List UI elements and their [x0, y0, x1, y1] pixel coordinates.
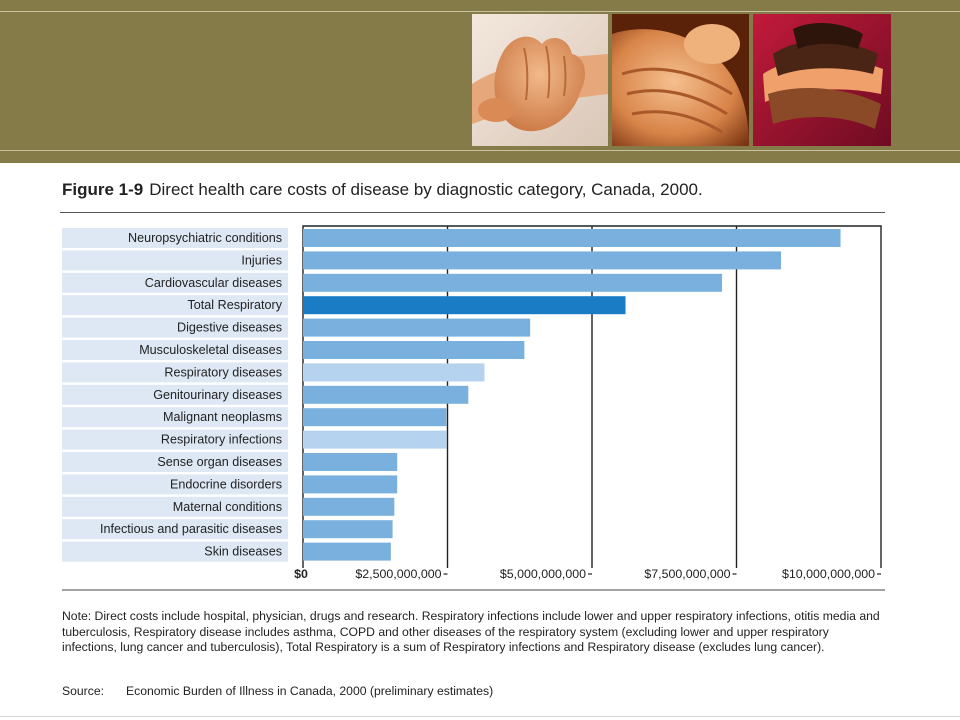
label-band-injuries [62, 250, 288, 271]
category-label-injuries: Injuries [241, 253, 282, 267]
category-label-bands [62, 228, 288, 562]
category-label-maternal-conditions: Maternal conditions [173, 500, 282, 514]
x-tick-label: $7,500,000,000 [644, 567, 730, 581]
bars [303, 229, 841, 561]
bar-respiratory-diseases [303, 363, 485, 382]
category-label-cardiovascular-diseases: Cardiovascular diseases [145, 276, 282, 290]
label-band-endocrine-disorders [62, 474, 288, 495]
label-band-skin-diseases [62, 541, 288, 562]
source-text: Economic Burden of Illness in Canada, 20… [126, 684, 494, 698]
bar-endocrine-disorders [303, 475, 398, 494]
bar-total-respiratory [303, 296, 626, 315]
label-band-maternal-conditions [62, 496, 288, 517]
bar-malignant-neoplasms [303, 408, 447, 427]
x-tick-label: $0 [294, 567, 308, 581]
category-label-malignant-neoplasms: Malignant neoplasms [163, 410, 282, 424]
label-band-sense-organ-diseases [62, 452, 288, 472]
label-band-genitourinary-diseases [62, 384, 288, 405]
label-band-infectious-and-parasitic-diseases [62, 519, 288, 540]
bar-chart: Neuropsychiatric conditions Injuries Cardi… [62, 225, 885, 591]
category-label-skin-diseases: Skin diseases [204, 545, 282, 559]
chart-source: Source: Economic Burden of Illness in Can… [62, 684, 493, 698]
bar-skin-diseases [303, 542, 391, 561]
x-tick-label: $5,000,000,000 [500, 567, 586, 581]
bar-injuries [303, 251, 782, 270]
x-tick-label: $10,000,000,000 [782, 567, 875, 581]
category-label-sense-organ-diseases: Sense organ diseases [157, 455, 282, 469]
infant-hand-holding-finger-photo [472, 14, 608, 146]
x-axis-ticks: $0 $2,500,000,000 $5,000,000,000 $7,500,000… [62, 567, 885, 591]
category-label-endocrine-disorders: Endocrine disorders [170, 477, 282, 491]
category-label-respiratory-infections: Respiratory infections [161, 433, 282, 447]
bar-maternal-conditions [303, 497, 395, 516]
label-band-total-respiratory [62, 295, 288, 316]
figure-number: Figure 1-9 [62, 180, 144, 199]
category-label-genitourinary-diseases: Genitourinary diseases [153, 388, 282, 402]
label-band-malignant-neoplasms [62, 407, 288, 428]
category-label-respiratory-diseases: Respiratory diseases [164, 365, 282, 379]
chart-note: Note: Direct costs include hospital, phy… [62, 609, 880, 655]
figure-title: Figure 1-9 Direct health care costs of di… [62, 180, 703, 200]
figure-caption: Direct health care costs of disease by d… [149, 180, 703, 199]
label-band-respiratory-infections [62, 429, 288, 450]
header-banner [0, 0, 960, 163]
label-band-musculoskeletal-diseases [62, 340, 288, 360]
hands-clasped-photo [612, 14, 749, 146]
bar-genitourinary-diseases [303, 385, 469, 404]
category-label-infectious-and-parasitic-diseases: Infectious and parasitic diseases [100, 522, 282, 536]
title-rule [60, 212, 885, 213]
category-label-digestive-diseases: Digestive diseases [177, 321, 282, 335]
label-band-cardiovascular-diseases [62, 272, 288, 293]
banner-top-rule [0, 11, 960, 12]
category-label-musculoskeletal-diseases: Musculoskeletal diseases [139, 343, 282, 357]
bar-infectious-and-parasitic-diseases [303, 520, 393, 539]
label-band-neuropsychiatric-conditions [62, 228, 288, 248]
banner-bottom-rule [0, 150, 960, 151]
stacked-hands-photo [753, 14, 891, 146]
x-tick-label: $2,500,000,000 [355, 567, 441, 581]
label-band-respiratory-diseases [62, 362, 288, 383]
bar-cardiovascular-diseases [303, 273, 723, 292]
footer-rule [0, 716, 960, 717]
category-labels: Neuropsychiatric conditions Injuries Cardi… [100, 231, 283, 559]
bar-digestive-diseases [303, 318, 531, 337]
label-band-digestive-diseases [62, 317, 288, 338]
bar-musculoskeletal-diseases [303, 341, 525, 359]
bar-neuropsychiatric-conditions [303, 229, 841, 247]
category-label-neuropsychiatric-conditions: Neuropsychiatric conditions [128, 231, 282, 245]
bar-sense-organ-diseases [303, 453, 398, 471]
category-label-total-respiratory: Total Respiratory [188, 298, 283, 312]
bar-respiratory-infections [303, 430, 447, 449]
source-label: Source: [62, 684, 105, 698]
